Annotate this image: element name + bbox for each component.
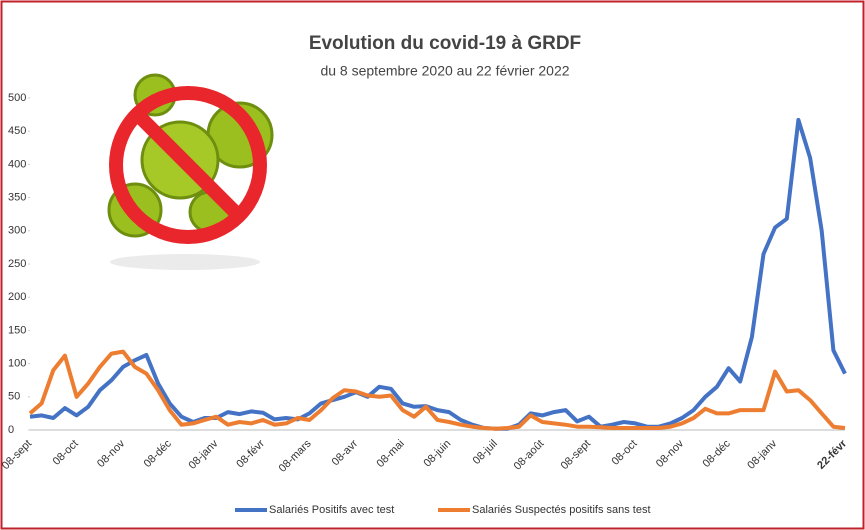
- y-tick-label: 150: [8, 324, 26, 336]
- y-tick-label: 50: [8, 391, 20, 403]
- legend-label: Salariés Positifs avec test: [269, 504, 394, 516]
- y-tick-label: 450: [8, 125, 26, 137]
- legend-label: Salariés Suspectés positifs sans test: [472, 504, 651, 516]
- chart-subtitle: du 8 septembre 2020 au 22 février 2022: [320, 63, 569, 79]
- y-tick-label: 250: [8, 258, 26, 270]
- chart-title: Evolution du covid-19 à GRDF: [309, 33, 581, 54]
- y-tick-label: 200: [8, 291, 26, 303]
- y-tick-label: 300: [8, 225, 26, 237]
- y-tick-label: 100: [8, 358, 26, 370]
- chart: Evolution du covid-19 à GRDF du 8 septem…: [0, 0, 865, 530]
- y-tick-label: 0: [8, 424, 14, 436]
- y-tick-label: 400: [8, 158, 26, 170]
- y-tick-label: 350: [8, 192, 26, 204]
- y-tick-label: 500: [8, 92, 26, 104]
